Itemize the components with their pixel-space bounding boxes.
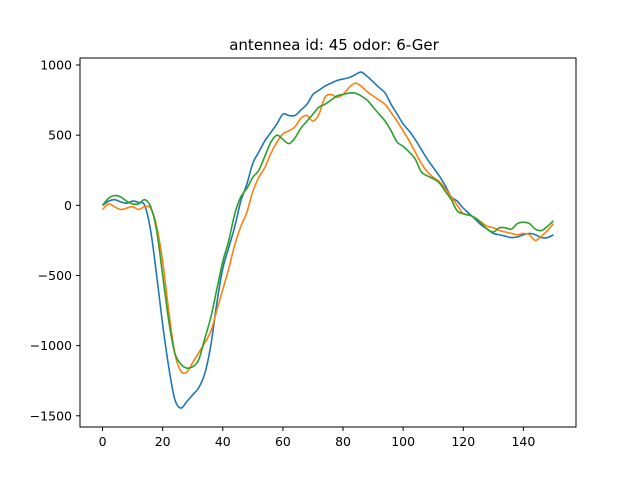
x-tick-label: 20 (155, 434, 171, 449)
chart-title: antennea id: 45 odor: 6-Ger (229, 36, 439, 54)
x-tick-label: 40 (215, 434, 231, 449)
y-tick-label: 0 (64, 198, 72, 213)
y-tick-label: 1000 (40, 58, 72, 73)
x-tick-label: 100 (391, 434, 415, 449)
x-tick-label: 120 (451, 434, 475, 449)
y-tick-label: 500 (48, 128, 72, 143)
y-tick-label: −500 (38, 268, 72, 283)
x-tick-label: 0 (99, 434, 107, 449)
x-tick-label: 80 (335, 434, 351, 449)
y-tick-label: −1000 (30, 338, 72, 353)
x-tick-label: 60 (275, 434, 291, 449)
y-tick-label: −1500 (30, 408, 72, 423)
x-tick-label: 140 (511, 434, 535, 449)
